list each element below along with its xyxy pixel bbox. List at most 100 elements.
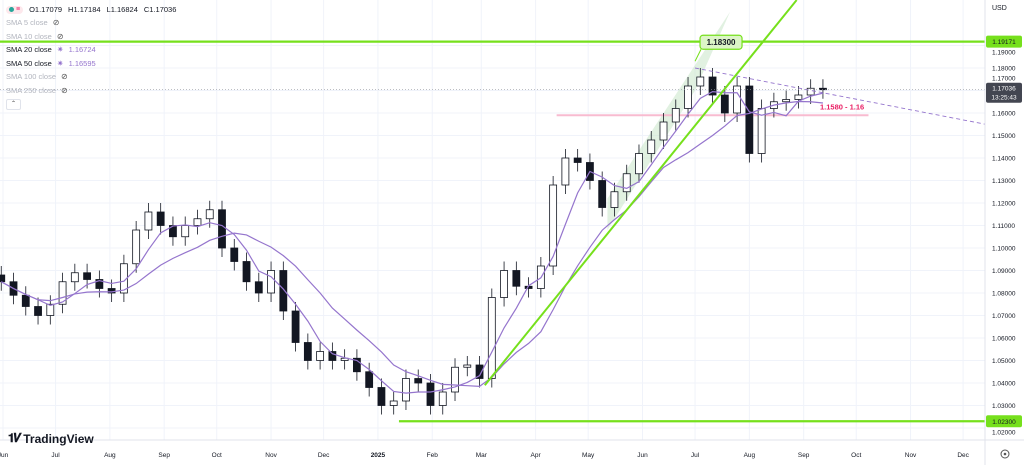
candle (340, 349, 349, 370)
indicator-label: SMA 10 close (6, 31, 52, 41)
hidden-eye-icon[interactable]: ⊘ (52, 18, 60, 28)
time-tick: Mar (476, 452, 488, 459)
candle-body-up (733, 85, 741, 114)
current-price-text: 1.17036 (992, 86, 1016, 93)
candle (610, 182, 619, 217)
candle-body-down (230, 247, 239, 262)
time-tick: Oct (212, 452, 222, 459)
indicator-sma-10-close[interactable]: SMA 10 close ⊘ (6, 30, 176, 44)
candle-body-down (426, 382, 435, 406)
callout-pointer (694, 49, 702, 62)
candle (402, 369, 410, 410)
settings-icon[interactable] (1000, 449, 1010, 459)
candle (132, 221, 141, 273)
price-tick: 1.18000 (992, 66, 1016, 73)
candle-body-down (573, 157, 582, 163)
hidden-eye-icon[interactable]: ⊘ (61, 85, 68, 95)
candle-body-down (353, 357, 361, 373)
hidden-eye-icon[interactable]: ⊘ (61, 72, 68, 82)
time-tick: 2025 (371, 452, 386, 459)
tradingview-logo[interactable]: 𝟏𝑽 TradingView (8, 431, 94, 446)
horizontal-line-price-text: 1.02300 (992, 419, 1016, 426)
time-tick: Dec (318, 452, 330, 459)
candle-body-up (622, 173, 631, 193)
candle-body-up (46, 303, 55, 316)
candle (806, 79, 815, 104)
candle (70, 263, 79, 291)
indicator-sma-20-close[interactable]: SMA 20 close ✷ 1.16724 (6, 43, 176, 57)
indicator-label: SMA 5 close (6, 18, 48, 28)
candle (389, 392, 398, 415)
candle (291, 302, 300, 352)
bar-countdown-text: 13:25:43 (991, 95, 1017, 102)
logo-text: TradingView (23, 431, 94, 446)
candle-body-down (377, 387, 386, 406)
symbol-status[interactable]: ≡ (6, 5, 24, 14)
collapse-legend-button[interactable]: ⌃ (6, 99, 21, 110)
candle-body-down (745, 85, 754, 154)
price-tick: 1.05000 (992, 358, 1016, 365)
candle (451, 358, 459, 401)
indicator-sma-100-close[interactable]: SMA 100 close ⊘ (6, 70, 176, 84)
time-tick: Dec (957, 452, 969, 459)
price-tick: 1.03000 (992, 403, 1016, 410)
candle (242, 252, 251, 291)
candle (0, 266, 6, 291)
callout-box[interactable] (699, 34, 743, 50)
ohlc-high: H1.17184 (68, 5, 101, 14)
candle (156, 203, 165, 235)
candle (144, 203, 153, 239)
candle (475, 356, 484, 388)
indicator-sma-250-close[interactable]: SMA 250 close ⊘ (6, 84, 176, 98)
dashed-trendline[interactable] (694, 67, 1016, 131)
time-axis[interactable]: Jun Jul Aug Sep Oct Nov Dec 2025 Feb Mar Apr May Jun… (0, 452, 970, 459)
price-axis[interactable]: USD 1.02000 1.03000 1.04000 1.05000 1.06000 1… (992, 5, 1016, 436)
candle (659, 113, 668, 149)
candle-body-up (438, 391, 447, 406)
time-tick: Aug (744, 452, 756, 459)
indicator-settings-icon[interactable]: ✷ (56, 45, 64, 55)
candle-body-down (303, 342, 312, 361)
sma-50-line (0, 100, 823, 387)
sma-lines (0, 91, 824, 394)
drawings[interactable]: 1.1580 - 1.16 1.18300 (0, 0, 1016, 423)
current-price-label-bg (986, 82, 1022, 103)
candle (782, 90, 791, 111)
candle (745, 77, 754, 163)
candle-body-up (561, 157, 570, 186)
candle-body-down (83, 272, 91, 280)
candle-body-up (58, 281, 67, 305)
candle (708, 68, 717, 104)
candle (684, 77, 692, 118)
price-tick: 1.08000 (992, 291, 1016, 298)
candle (181, 216, 190, 246)
time-tick: Jul (691, 452, 700, 459)
axis-labels: 1.19171 1.02300 1.17036 13:25:43 (986, 35, 1022, 428)
price-axis-bg[interactable] (985, 0, 1024, 440)
candle-body-down (254, 281, 263, 294)
candle-body-down (21, 294, 30, 307)
time-tick: Jun (637, 452, 648, 459)
currency-label: USD (992, 5, 1007, 12)
price-tick: 1.06000 (992, 336, 1016, 343)
uptrend-line[interactable] (484, 0, 798, 386)
indicator-settings-icon[interactable]: ✷ (56, 58, 64, 68)
indicator-sma-50-close[interactable]: SMA 50 close ✷ 1.16595 (6, 57, 176, 71)
candle-body-up (782, 99, 791, 103)
candle-body-down (107, 288, 116, 294)
indicator-value: 1.16595 (68, 58, 96, 68)
candle-body-down (291, 310, 300, 343)
candle (34, 297, 42, 325)
ohlc-row: ≡ O1.17079 H1.17184 L1.16824 C1.17036 (6, 3, 176, 16)
tv-logo-icon: 𝟏𝑽 (8, 431, 21, 445)
candle (279, 261, 288, 320)
indicator-sma-5-close[interactable]: SMA 5 close ⊘ (6, 16, 176, 30)
price-tick: 1.02000 (992, 429, 1016, 436)
candle-body-up (402, 378, 410, 402)
candle-body-up (647, 139, 656, 154)
candle (365, 362, 374, 397)
hidden-eye-icon[interactable]: ⊘ (56, 31, 64, 41)
price-tick: 1.09000 (992, 268, 1016, 275)
candle (58, 272, 67, 314)
